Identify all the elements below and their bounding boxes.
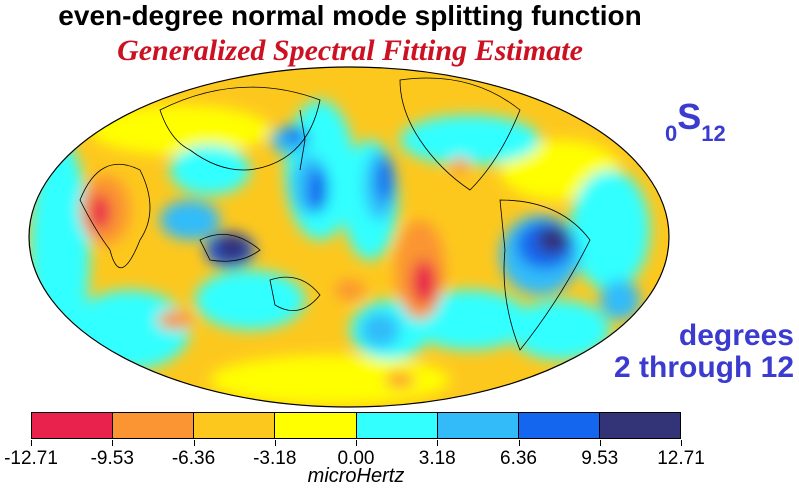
degrees-line-1: degrees: [678, 319, 794, 352]
colorbar-tick-label: -9.53: [90, 448, 134, 469]
mode-symbol: S: [677, 96, 702, 137]
map-field: [29, 67, 669, 407]
colorbar-tick-label: 0.00: [337, 448, 375, 469]
colorbar-segment: [32, 413, 114, 438]
mode-degree: 12: [701, 121, 726, 146]
colorbar-segment: [518, 413, 600, 438]
colorbar-tick-mark: [274, 440, 276, 446]
colorbar-unit: microHertz: [307, 465, 405, 487]
colorbar-tick-mark: [518, 440, 520, 446]
colorbar-ticks: -12.71 -9.53 -6.36 -3.18 0.00 3.18 6.36 9.53 12.…: [0, 440, 799, 470]
colorbar-tick-mark: [193, 440, 195, 446]
colorbar-tick-label: -12.71: [4, 448, 58, 469]
colorbar-tick-label: 3.18: [418, 448, 456, 469]
colorbar-segment: [275, 413, 357, 438]
page-title: even-degree normal mode splitting functi…: [58, 0, 642, 31]
degrees-label: degrees 2 through 12: [600, 320, 794, 384]
colorbar-tick-mark: [437, 440, 439, 446]
mode-overtone: 0: [665, 121, 678, 146]
anomaly-layer: [30, 100, 650, 405]
colorbar-tick-mark: [681, 440, 682, 446]
colorbar: [31, 412, 681, 439]
splitting-function-map: [28, 66, 670, 408]
colorbar-segment: [113, 413, 195, 438]
coastlines: [79, 77, 591, 351]
degrees-line-2: 2 through 12: [613, 351, 794, 384]
colorbar-tick-label: 9.53: [581, 448, 619, 469]
colorbar-tick-label: 6.36: [500, 448, 537, 469]
mode-label: 0S12: [665, 96, 726, 147]
colorbar-tick-label: 12.71: [657, 448, 705, 469]
page-subtitle: Generalized Spectral Fitting Estimate: [117, 34, 583, 67]
colorbar-tick-mark: [356, 440, 357, 446]
colorbar-tick-mark: [599, 440, 601, 446]
colorbar-segment: [194, 413, 276, 438]
colorbar-tick-label: -6.36: [171, 448, 216, 469]
colorbar-segment: [437, 413, 519, 438]
colorbar-tick-label: -3.18: [253, 448, 297, 469]
colorbar-segment: [599, 413, 680, 438]
colorbar-tick-mark: [31, 440, 32, 446]
map-border: [28, 66, 670, 408]
colorbar-segment: [356, 413, 438, 438]
colorbar-tick-mark: [112, 440, 114, 446]
